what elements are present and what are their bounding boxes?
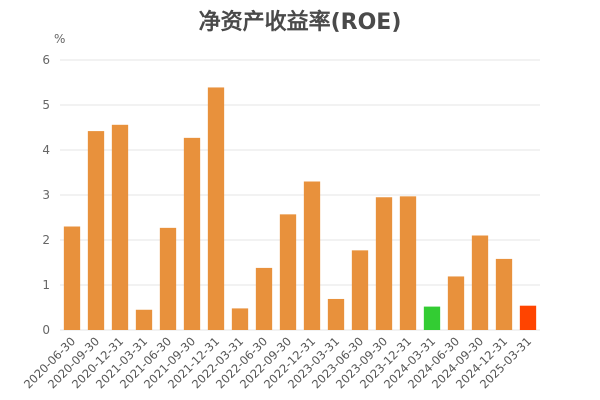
bar-2025-03-31 xyxy=(519,305,537,330)
bar-2022-09-30 xyxy=(279,214,297,330)
y-tick-label: 5 xyxy=(42,98,50,112)
grid-lines xyxy=(60,59,540,331)
bar-2021-12-31 xyxy=(207,87,225,330)
y-tick-label: 4 xyxy=(42,143,50,157)
bar-2023-12-31 xyxy=(399,196,417,330)
y-tick-label: 1 xyxy=(42,278,50,292)
y-axis-ticks: 0 1 2 3 4 5 6 xyxy=(42,53,50,337)
x-axis-ticks: 2020-06-302020-09-302020-12-312021-03-31… xyxy=(21,334,534,391)
y-tick-label: 3 xyxy=(42,188,50,202)
bar-2024-06-30 xyxy=(447,276,465,330)
bar-2023-03-31 xyxy=(327,298,345,330)
bar-2022-03-31 xyxy=(231,308,249,330)
bar-2024-09-30 xyxy=(471,235,489,330)
bar-2024-03-31 xyxy=(423,306,441,330)
bar-2020-06-30 xyxy=(63,226,81,330)
y-tick-label: 6 xyxy=(42,53,50,67)
y-tick-label: 2 xyxy=(42,233,50,247)
y-axis-unit-label: % xyxy=(54,32,66,46)
bar-2020-09-30 xyxy=(87,131,105,330)
bar-2021-06-30 xyxy=(159,227,177,330)
bar-2022-06-30 xyxy=(255,267,273,330)
bars xyxy=(63,87,537,330)
bar-2023-06-30 xyxy=(351,250,369,330)
bar-2021-03-31 xyxy=(135,309,153,330)
chart-title: 净资产收益率(ROE) xyxy=(198,10,402,35)
bar-2021-09-30 xyxy=(183,137,201,330)
bar-2023-09-30 xyxy=(375,197,393,330)
bar-2020-12-31 xyxy=(111,124,129,330)
y-tick-label: 0 xyxy=(42,323,50,337)
bar-2022-12-31 xyxy=(303,181,321,330)
bar-2024-12-31 xyxy=(495,258,513,330)
